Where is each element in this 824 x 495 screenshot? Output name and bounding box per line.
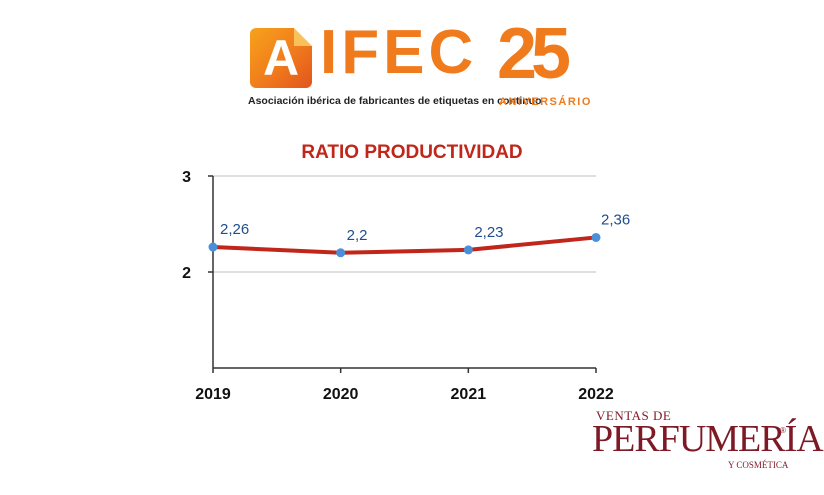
aifec-logo-letter: A — [262, 30, 300, 86]
x-tick-label-0: 2019 — [195, 386, 231, 403]
chart-title: RATIO PRODUCTIVIDAD — [301, 142, 523, 163]
data-point-1 — [336, 248, 346, 258]
registered-mark: ® — [780, 426, 786, 435]
ventas-logo-main: PERFUMERÍA — [592, 418, 824, 460]
ventas-logo-sub: Y COSMÉTICA — [728, 460, 789, 470]
ventas-de-perfumeria-logo: VENTAS DE PERFUMERÍA ® Y COSMÉTICA — [592, 408, 824, 478]
aifec-logo-name: IFEC — [320, 18, 478, 87]
x-tick-label-3: 2022 — [578, 386, 614, 403]
ventas-logo-top: VENTAS DE — [596, 408, 672, 423]
x-tick-label-2: 2021 — [451, 386, 487, 403]
data-label-0: 2,26 — [220, 221, 249, 238]
data-label-1: 2,2 — [347, 227, 368, 244]
series-line — [211, 235, 598, 255]
data-point-3 — [591, 232, 601, 242]
anniversary-number: 25 — [497, 14, 571, 94]
data-label-3: 2,36 — [601, 211, 630, 228]
aifec-logo-mark: A — [250, 28, 312, 88]
y-tick-label-0: 2 — [182, 265, 191, 282]
data-point-0 — [208, 242, 218, 252]
data-point-2 — [463, 245, 473, 255]
y-tick-label-1: 3 — [182, 169, 191, 186]
data-label-2: 2,23 — [474, 224, 503, 241]
aifec-tagline: Asociación ibérica de fabricantes de eti… — [248, 95, 542, 107]
aifec-logo: A IFEC Asociación ibérica de fabricantes… — [0, 0, 824, 125]
anniversary-label: ANIVERSÁRIO — [499, 96, 592, 108]
x-tick-label-1: 2020 — [323, 386, 359, 403]
